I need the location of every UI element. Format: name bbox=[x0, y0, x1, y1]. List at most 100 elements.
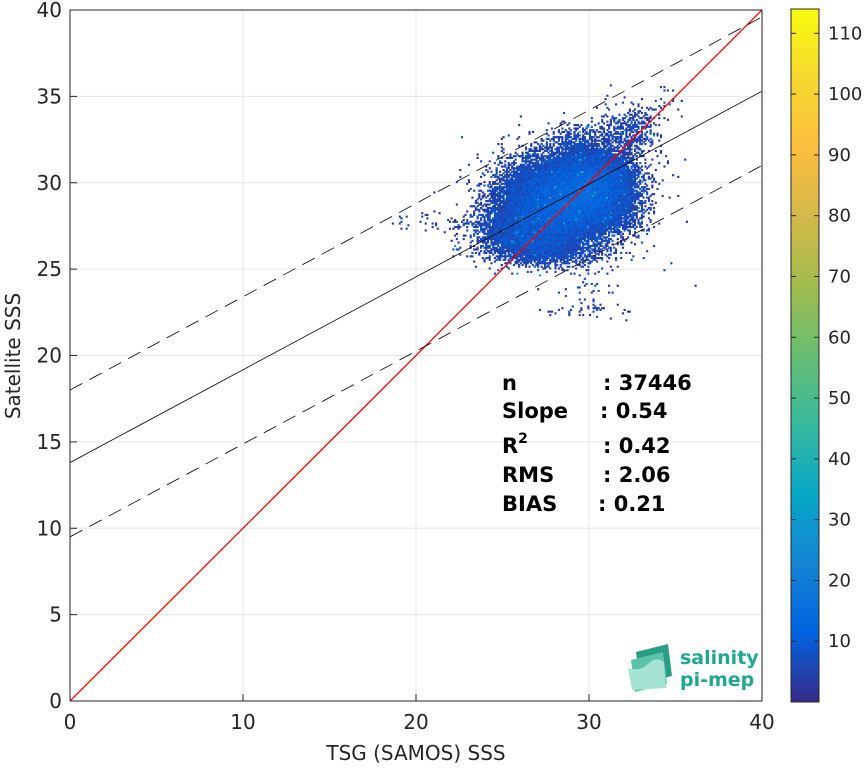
heatmap-cell bbox=[451, 240, 453, 242]
heatmap-cell bbox=[572, 266, 574, 268]
heatmap-cell bbox=[489, 267, 491, 269]
heatmap-cell bbox=[494, 162, 496, 164]
heatmap-cell bbox=[459, 169, 461, 171]
heatmap-cell bbox=[591, 117, 593, 119]
heatmap-cell bbox=[525, 146, 527, 148]
heatmap-cell bbox=[406, 216, 408, 218]
heatmap-cell bbox=[586, 283, 588, 285]
heatmap-cell bbox=[468, 179, 470, 181]
heatmap-cell bbox=[480, 160, 482, 162]
heatmap-cell bbox=[598, 290, 600, 292]
heatmap-cell bbox=[449, 228, 451, 230]
heatmap-cell bbox=[539, 274, 541, 276]
heatmap-cell bbox=[449, 221, 451, 223]
heatmap-cell bbox=[561, 127, 563, 129]
heatmap-cell bbox=[466, 219, 468, 221]
heatmap-cell bbox=[537, 269, 539, 271]
heatmap-cell bbox=[582, 314, 584, 316]
heatmap-cell bbox=[463, 238, 465, 240]
heatmap-cell bbox=[489, 167, 491, 169]
heatmap-cell bbox=[496, 167, 498, 169]
heatmap-cell bbox=[606, 115, 608, 117]
heatmap-cell bbox=[551, 311, 553, 313]
heatmap-cell bbox=[596, 107, 598, 109]
heatmap-cell bbox=[608, 285, 610, 287]
heatmap-cell bbox=[561, 136, 563, 138]
heatmap-cell bbox=[568, 266, 570, 268]
heatmap-cell bbox=[556, 264, 558, 266]
heatmap-cell bbox=[480, 202, 482, 204]
heatmap-cell bbox=[608, 108, 610, 110]
heatmap-cell bbox=[459, 226, 461, 228]
heatmap-cell bbox=[579, 131, 581, 133]
heatmap-cell bbox=[466, 255, 468, 257]
heatmap-cell bbox=[591, 126, 593, 128]
heatmap-cell bbox=[483, 174, 485, 176]
heatmap-cell bbox=[466, 210, 468, 212]
heatmap-cell bbox=[592, 298, 594, 300]
heatmap-cell bbox=[421, 212, 423, 214]
heatmap-cell bbox=[471, 197, 473, 199]
heatmap-cell bbox=[605, 98, 607, 100]
heatmap-cell bbox=[532, 131, 534, 133]
heatmap-cell bbox=[461, 136, 463, 138]
heatmap-cell bbox=[503, 152, 505, 154]
heatmap-cell bbox=[489, 181, 491, 183]
heatmap-cell bbox=[480, 250, 482, 252]
heatmap-cell bbox=[608, 292, 610, 294]
heatmap-cell bbox=[591, 283, 593, 285]
heatmap-cell bbox=[551, 127, 553, 129]
heatmap-cell bbox=[613, 235, 615, 237]
heatmap-cell bbox=[483, 184, 485, 186]
heatmap-cell bbox=[508, 134, 510, 136]
heatmap-cell bbox=[473, 260, 475, 262]
heatmap-cell bbox=[579, 314, 581, 316]
heatmap-cell bbox=[475, 266, 477, 268]
heatmap-cell bbox=[466, 226, 468, 228]
heatmap-cell bbox=[596, 260, 598, 262]
heatmap-cell bbox=[598, 143, 600, 145]
heatmap-cell bbox=[579, 292, 581, 294]
heatmap-cell bbox=[596, 283, 598, 285]
heatmap-cell bbox=[563, 121, 565, 123]
heatmap-cell bbox=[592, 311, 594, 313]
heatmap-cell bbox=[499, 171, 501, 173]
heatmap-cell bbox=[425, 229, 427, 231]
heatmap-cell bbox=[518, 136, 520, 138]
heatmap-cell bbox=[503, 136, 505, 138]
heatmap-cell bbox=[400, 217, 402, 219]
heatmap-cell bbox=[570, 133, 572, 135]
heatmap-cell bbox=[594, 273, 596, 275]
heatmap-cell bbox=[478, 193, 480, 195]
heatmap-cell bbox=[610, 254, 612, 256]
heatmap-cell bbox=[527, 271, 529, 273]
heatmap-cell bbox=[594, 124, 596, 126]
heatmap-cell bbox=[477, 247, 479, 249]
heatmap-cell bbox=[464, 214, 466, 216]
heatmap-cell bbox=[475, 252, 477, 254]
heatmap-cell bbox=[599, 304, 601, 306]
heatmap-cell bbox=[584, 136, 586, 138]
heatmap-cell bbox=[425, 222, 427, 224]
heatmap-cell bbox=[426, 214, 428, 216]
heatmap-cell bbox=[598, 122, 600, 124]
heatmap-cell bbox=[528, 266, 530, 268]
heatmap-cell bbox=[471, 240, 473, 242]
heatmap-cell bbox=[477, 153, 479, 155]
heatmap-cell bbox=[503, 148, 505, 150]
heatmap-cell bbox=[477, 157, 479, 159]
heatmap-cell bbox=[580, 302, 582, 304]
heatmap-cell bbox=[554, 312, 556, 314]
heatmap-cell bbox=[606, 273, 608, 275]
heatmap-cell bbox=[516, 273, 518, 275]
heatmap-cell bbox=[501, 162, 503, 164]
heatmap-cell bbox=[419, 221, 421, 223]
heatmap-cell bbox=[601, 119, 603, 121]
heatmap-cell bbox=[518, 124, 520, 126]
heatmap-cell bbox=[392, 222, 394, 224]
heatmap-cell bbox=[433, 191, 435, 193]
heatmap-cell bbox=[473, 190, 475, 192]
heatmap-cell bbox=[501, 264, 503, 266]
heatmap-cell bbox=[546, 271, 548, 273]
